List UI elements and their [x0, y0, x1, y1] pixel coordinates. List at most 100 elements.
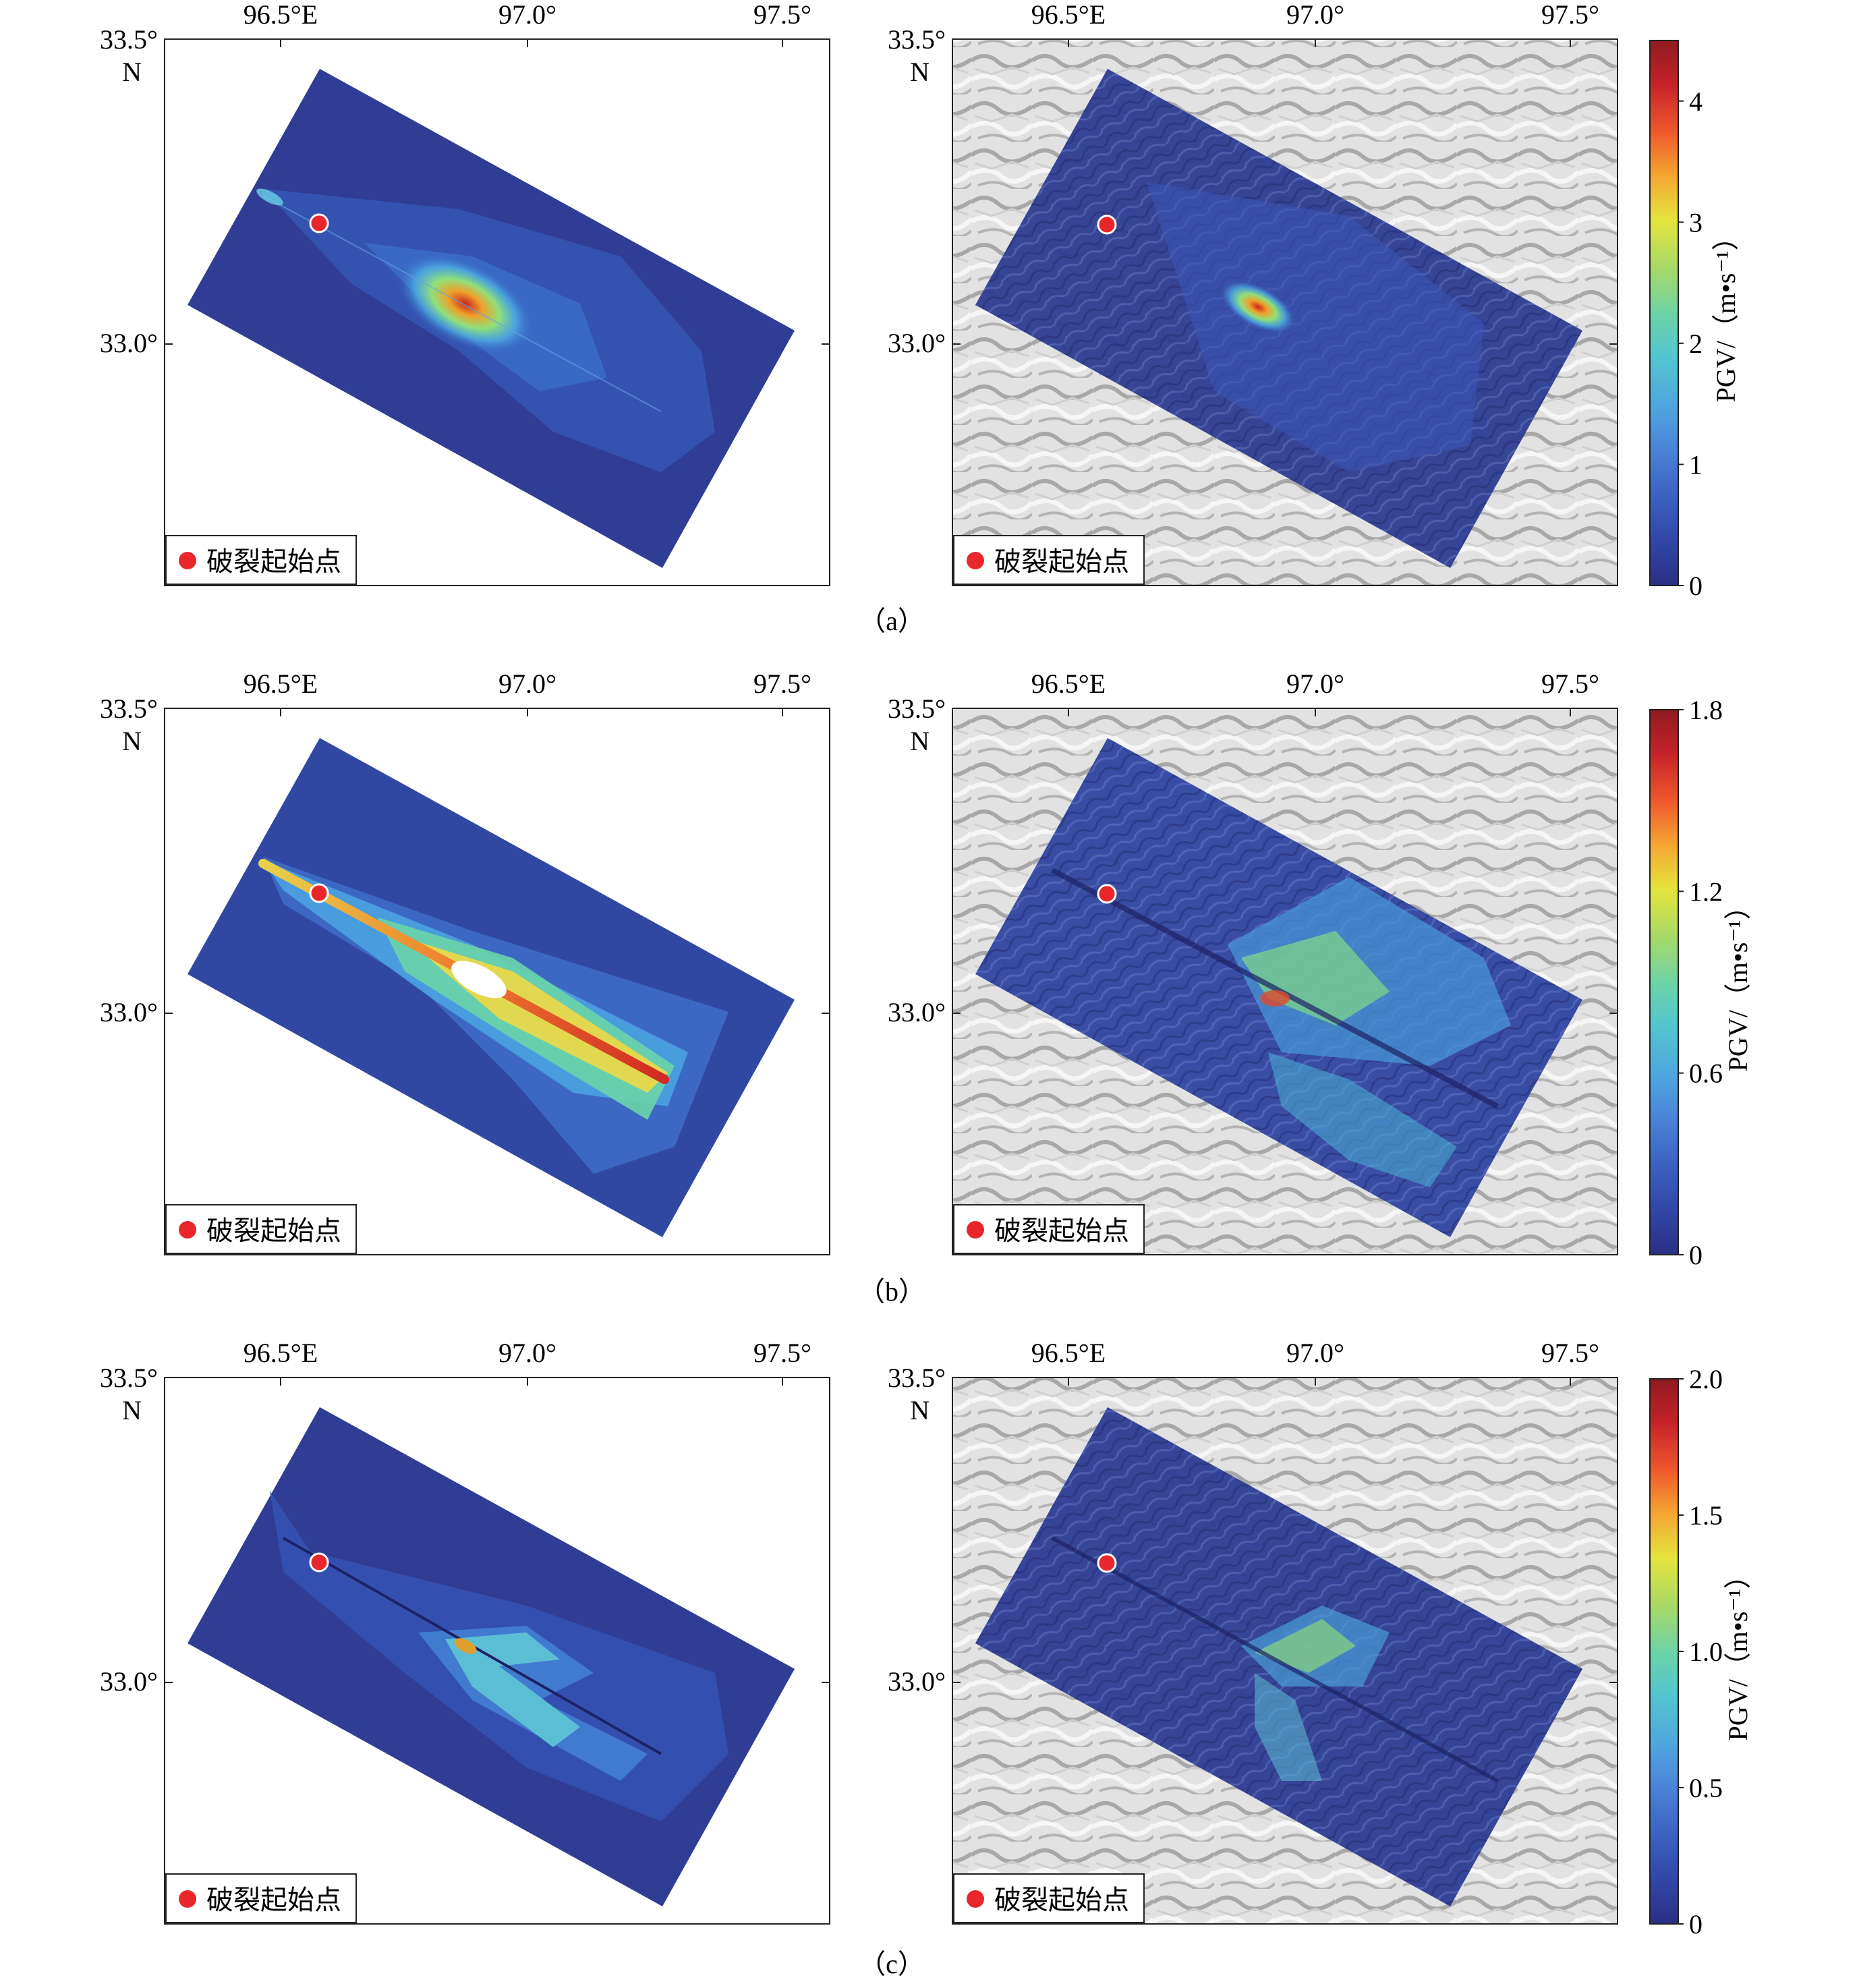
x-tick-label: 97.5° — [1541, 1338, 1599, 1368]
rupture-start-marker — [309, 1552, 329, 1572]
x-tick-label: 97.5° — [753, 0, 811, 30]
colorbar-tick-label: 1.2 — [1689, 876, 1723, 907]
y-tick-label: 33.0° — [100, 1666, 158, 1697]
map-a-left — [164, 38, 830, 586]
x-tick-label: 97.5° — [1541, 669, 1599, 699]
colorbar-label: PGV/（m•s⁻¹） — [1723, 893, 1753, 1072]
y-axis-unit: N — [910, 57, 930, 87]
legend-b-right: 破裂起始点 — [953, 1204, 1145, 1254]
legend-label: 破裂起始点 — [994, 546, 1129, 577]
x-tick-label: 97.0° — [1286, 0, 1344, 30]
axis-labels-a-right: 96.5°E 97.0° 97.5° 33.5° N 33.0° — [888, 0, 1599, 358]
axis-labels-b-right: 96.5°E 97.0° 97.5° 33.5° N 33.0° — [888, 669, 1599, 1027]
row-b — [164, 708, 1618, 1255]
x-tick-label: 97.0° — [1286, 1338, 1344, 1368]
row-label-b: （b） — [858, 1276, 925, 1307]
y-axis-unit: N — [910, 1395, 930, 1425]
colorbar-tick-label: 2.0 — [1689, 1364, 1723, 1394]
legend-marker-icon — [967, 552, 984, 569]
legend-b-left: 破裂起始点 — [165, 1204, 357, 1254]
x-tick-label: 96.5°E — [1031, 0, 1106, 30]
colorbar-tick-label: 0 — [1689, 1909, 1703, 1939]
rupture-start-marker — [1097, 1553, 1117, 1573]
y-axis-unit: N — [122, 57, 142, 87]
x-tick-label: 97.0° — [498, 0, 556, 30]
legend-a-left: 破裂起始点 — [165, 535, 357, 585]
rupture-start-marker — [1097, 884, 1117, 904]
colorbar-label: PGV/（m•s⁻¹） — [1711, 224, 1741, 403]
map-c-right — [952, 1377, 1618, 1925]
y-tick-label: 33.5° — [888, 693, 946, 724]
legend-marker-icon — [179, 552, 196, 569]
x-tick-label: 97.5° — [1541, 0, 1599, 30]
y-axis-unit: N — [122, 726, 142, 756]
x-tick-label: 96.5°E — [244, 0, 318, 30]
x-tick-label: 97.0° — [498, 669, 556, 699]
y-tick-label: 33.5° — [100, 1363, 158, 1393]
map-b-left — [164, 708, 830, 1255]
colorbar-b: 0 0.6 1.2 1.8 PGV/（m•s⁻¹） — [1649, 695, 1753, 1270]
row-a — [164, 38, 1618, 586]
x-tick-label: 97.5° — [753, 1338, 811, 1368]
y-axis-unit: N — [910, 726, 930, 756]
legend-a-right: 破裂起始点 — [953, 535, 1145, 585]
y-axis-unit: N — [122, 1395, 142, 1425]
colorbar-tick-label: 1.5 — [1689, 1500, 1723, 1531]
x-tick-label: 96.5°E — [244, 1338, 318, 1368]
legend-marker-icon — [179, 1890, 196, 1908]
y-tick-label: 33.0° — [888, 997, 946, 1027]
legend-c-left: 破裂起始点 — [165, 1873, 357, 1923]
axis-labels-b-left: 96.5°E 97.0° 97.5° 33.5° N 33.0° — [100, 669, 811, 1027]
x-tick-label: 97.5° — [753, 669, 811, 699]
rupture-start-marker — [309, 213, 329, 233]
legend-label: 破裂起始点 — [994, 1885, 1129, 1915]
legend-label: 破裂起始点 — [206, 1885, 341, 1915]
y-tick-label: 33.5° — [888, 1363, 946, 1393]
colorbar-tick-label: 0 — [1689, 1240, 1703, 1270]
legend-marker-icon — [967, 1221, 984, 1239]
map-a-right — [952, 38, 1618, 586]
tick-marks — [165, 39, 1618, 1683]
row-c — [164, 1377, 1618, 1925]
x-tick-label: 96.5°E — [244, 669, 318, 699]
x-tick-label: 97.0° — [1286, 669, 1344, 699]
colorbar-tick-label: 2 — [1689, 329, 1703, 359]
legend-c-right: 破裂起始点 — [953, 1873, 1145, 1923]
row-label-a: （a） — [859, 606, 925, 636]
x-tick-label: 96.5°E — [1031, 1338, 1106, 1368]
colorbar-tick-label: 1 — [1689, 449, 1703, 480]
colorbar-a: 0 1 2 3 4 PGV/（m•s⁻¹） — [1649, 40, 1741, 601]
x-tick-label: 97.0° — [498, 1338, 556, 1368]
y-tick-label: 33.0° — [100, 997, 158, 1027]
x-tick-label: 96.5°E — [1031, 669, 1106, 699]
y-tick-label: 33.5° — [100, 24, 158, 55]
legend-label: 破裂起始点 — [206, 546, 341, 577]
rupture-start-marker — [1097, 215, 1117, 235]
map-b-right — [952, 708, 1618, 1255]
legend-label: 破裂起始点 — [994, 1216, 1129, 1246]
y-tick-label: 33.5° — [888, 24, 946, 55]
y-tick-label: 33.0° — [888, 1666, 946, 1697]
colorbar-tick-label: 0.6 — [1689, 1058, 1723, 1089]
colorbar-tick-label: 0.5 — [1689, 1773, 1723, 1803]
colorbar-label: PGV/（m•s⁻¹） — [1723, 1562, 1753, 1741]
y-tick-label: 33.0° — [888, 328, 946, 358]
colorbar-tick-label: 4 — [1689, 86, 1703, 117]
colorbar-tick-label: 1.0 — [1689, 1637, 1723, 1667]
colorbar-tick-label: 3 — [1689, 207, 1703, 237]
colorbar-c: 0 0.5 1.0 1.5 2.0 PGV/（m•s⁻¹） — [1649, 1364, 1753, 1939]
axis-labels-c-left: 96.5°E 97.0° 97.5° 33.5° N 33.0° — [100, 1338, 811, 1697]
rupture-start-marker — [309, 883, 329, 903]
legend-label: 破裂起始点 — [206, 1216, 341, 1246]
map-c-left — [164, 1377, 830, 1925]
colorbar-tick-label: 1.8 — [1689, 695, 1723, 725]
y-tick-label: 33.5° — [100, 693, 158, 724]
colorbar-tick-label: 0 — [1689, 571, 1703, 601]
row-label-c: （c） — [859, 1949, 925, 1979]
axis-labels-a-left: 96.5°E 97.0° 97.5° 33.5° N 33.0° — [100, 0, 811, 358]
axis-labels-c-right: 96.5°E 97.0° 97.5° 33.5° N 33.0° — [888, 1338, 1599, 1697]
y-tick-label: 33.0° — [100, 328, 158, 358]
legend-marker-icon — [179, 1221, 196, 1239]
legend-marker-icon — [967, 1890, 984, 1908]
